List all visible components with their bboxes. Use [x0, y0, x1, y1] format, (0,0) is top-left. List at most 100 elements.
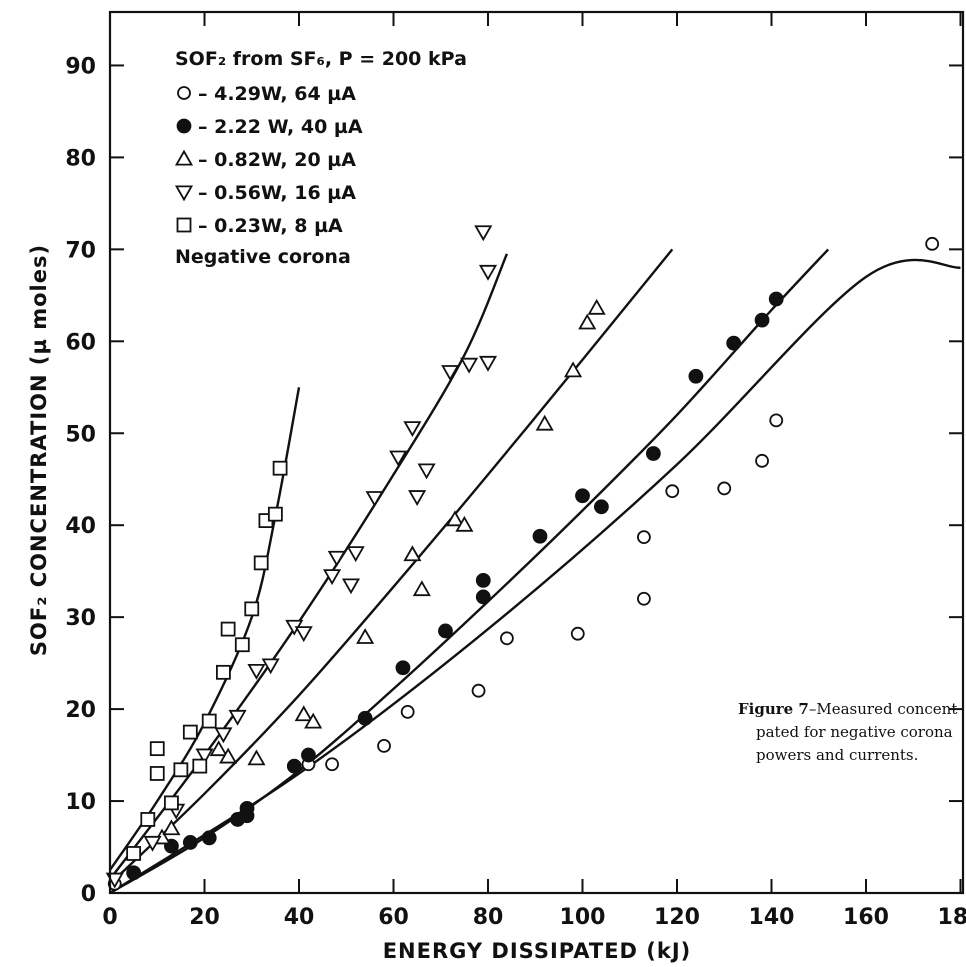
- data-point: [234, 637, 250, 653]
- legend-label: – 0.23W, 8 µA: [198, 215, 343, 237]
- data-point: [357, 710, 373, 726]
- data-point: [925, 236, 940, 251]
- legend-label: – 0.56W, 16 µA: [198, 182, 356, 204]
- data-point: [164, 795, 179, 811]
- series-1-points: [126, 291, 784, 881]
- x-tick-label: 100: [560, 905, 606, 930]
- y-tick-label: 40: [65, 514, 96, 539]
- data-point: [294, 626, 313, 643]
- data-point: [220, 621, 236, 637]
- data-point: [162, 819, 181, 836]
- legend-entries: – 4.29W, 64 µA – 2.22 W, 40 µA – 0.82W, 20…: [174, 83, 363, 237]
- x-tick-label: 120: [654, 905, 700, 930]
- data-point: [140, 812, 156, 827]
- legend-marker: [174, 149, 194, 166]
- y-tick-label: 60: [65, 330, 96, 355]
- legend-marker: [177, 86, 191, 100]
- data-point: [201, 830, 217, 846]
- data-point: [587, 298, 606, 315]
- data-point: [755, 453, 769, 468]
- data-point: [327, 550, 346, 567]
- data-point: [563, 361, 583, 378]
- plot-frame: [108, 10, 965, 895]
- x-axis-title: ENERGY DISSIPATED (kJ): [383, 939, 692, 963]
- data-point: [267, 506, 283, 522]
- data-point: [182, 724, 198, 740]
- data-point: [417, 463, 436, 480]
- data-point: [143, 835, 162, 852]
- data-point: [192, 758, 208, 774]
- caption-text-1: –Measured concent: [809, 700, 958, 718]
- fit-line-series-3: [109, 253, 509, 880]
- x-tick-label: 0: [102, 905, 117, 930]
- legend-entry: – 4.29W, 64 µA: [177, 83, 356, 105]
- legend-label: – 0.82W, 20 µA: [198, 149, 356, 171]
- legend-entry: – 0.56W, 16 µA: [174, 182, 356, 204]
- data-point: [475, 572, 491, 588]
- legend-entry: – 2.22 W, 40 µA: [176, 116, 363, 138]
- data-point: [182, 835, 198, 850]
- series-2-points: [152, 298, 606, 845]
- legend-entry: – 0.23W, 8 µA: [176, 215, 343, 237]
- data-point: [261, 658, 280, 675]
- data-point: [769, 413, 784, 428]
- data-point: [445, 510, 464, 527]
- data-point: [389, 450, 408, 467]
- data-point: [645, 446, 661, 461]
- legend-marker: [174, 185, 194, 202]
- caption-line-1: Figure 7–Measured concent: [738, 700, 957, 718]
- data-point: [253, 555, 269, 571]
- x-tick-label: 80: [473, 905, 504, 930]
- y-tick-label: 20: [65, 698, 96, 723]
- data-point: [578, 313, 597, 330]
- data-point: [475, 589, 491, 605]
- legend: SOF₂ from SF₆, P = 200 kPa – 4.29W, 64 µ…: [174, 48, 467, 268]
- x-tick-label: 140: [749, 905, 795, 930]
- data-point: [688, 368, 704, 384]
- data-point: [535, 414, 554, 431]
- data-point: [400, 704, 415, 719]
- data-point: [341, 578, 361, 595]
- caption-label: Figure 7: [738, 700, 809, 718]
- data-point: [403, 545, 422, 562]
- data-point: [455, 515, 474, 532]
- caption-line-2: pated for negative corona: [756, 723, 953, 741]
- y-tick-label: 50: [65, 422, 96, 447]
- data-point: [126, 846, 142, 861]
- data-point: [395, 660, 411, 676]
- data-point: [471, 683, 486, 698]
- data-point: [594, 499, 609, 515]
- data-point: [408, 490, 427, 507]
- data-point: [412, 580, 431, 597]
- data-point: [149, 741, 165, 757]
- data-point: [754, 312, 770, 328]
- data-point: [768, 291, 784, 307]
- data-point: [403, 421, 422, 438]
- data-point: [478, 355, 498, 372]
- legend-title: SOF₂ from SF₆, P = 200 kPa: [175, 48, 467, 70]
- x-tick-label: 60: [378, 905, 409, 930]
- data-point: [215, 664, 231, 680]
- x-tick-label: 40: [284, 905, 315, 930]
- data-point: [126, 865, 142, 881]
- data-point: [323, 569, 342, 586]
- data-point: [637, 591, 651, 606]
- series-4-points: [126, 460, 288, 861]
- data-point: [149, 766, 165, 781]
- data-point: [499, 631, 514, 646]
- data-point: [247, 749, 266, 766]
- data-point: [717, 481, 732, 496]
- y-tick-label: 70: [65, 238, 96, 263]
- y-tick-label: 0: [81, 882, 96, 907]
- y-tick-label: 30: [65, 606, 96, 631]
- data-point: [478, 264, 498, 281]
- caption-line-3: powers and currents.: [756, 746, 918, 764]
- data-point: [726, 335, 742, 351]
- data-point: [346, 546, 365, 563]
- fit-line-series-0: [109, 258, 961, 895]
- data-point: [304, 712, 323, 729]
- data-point: [301, 747, 316, 763]
- legend-label: – 2.22 W, 40 µA: [198, 116, 363, 138]
- data-point: [286, 758, 302, 774]
- x-tick-label: 20: [189, 905, 220, 930]
